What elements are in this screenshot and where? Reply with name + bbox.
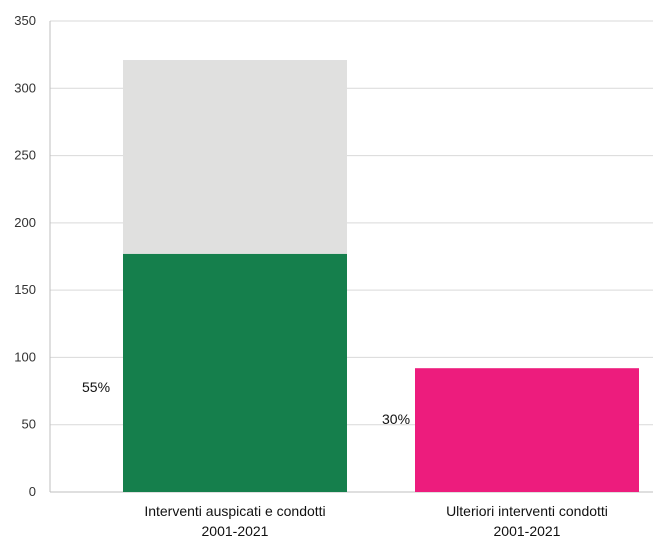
bar-1-percent-label: 55% xyxy=(82,379,110,395)
x-tick-label-1-line-1: Interventi auspicati e condotti xyxy=(144,503,325,519)
y-tick-label-0: 0 xyxy=(29,484,36,499)
y-tick-label-50: 50 xyxy=(22,417,36,432)
y-tick-label-200: 200 xyxy=(14,215,36,230)
y-tick-label-150: 150 xyxy=(14,282,36,297)
bar-1-segment-1 xyxy=(123,253,347,492)
bar-2-percent-label: 30% xyxy=(382,411,410,427)
bar-1-segment-2 xyxy=(123,60,347,254)
y-tick-label-100: 100 xyxy=(14,349,36,364)
x-tick-label-2-line-2: 2001-2021 xyxy=(494,523,561,539)
bar-2-segment-1 xyxy=(415,368,639,492)
y-tick-label-350: 350 xyxy=(14,13,36,28)
x-tick-label-1-line-2: 2001-2021 xyxy=(202,523,269,539)
y-tick-label-300: 300 xyxy=(14,80,36,95)
y-tick-label-250: 250 xyxy=(14,148,36,163)
x-tick-label-2-line-1: Ulteriori interventi condotti xyxy=(446,503,608,519)
